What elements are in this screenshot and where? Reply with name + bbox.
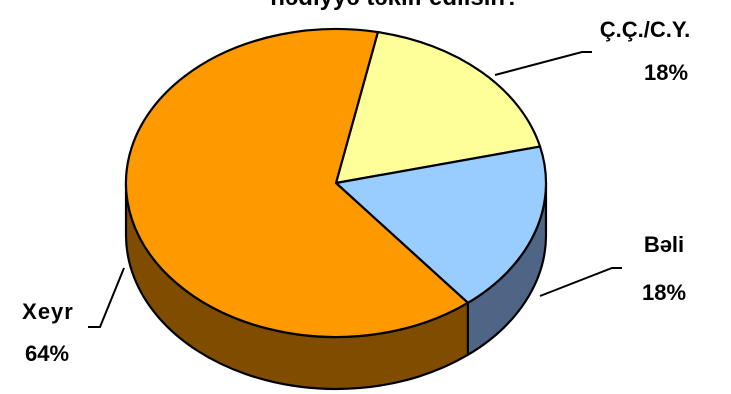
leader-cc-cy <box>494 51 592 76</box>
leader-xeyr <box>88 267 125 328</box>
leader-beli <box>539 267 622 297</box>
pie-top-slices <box>124 27 548 339</box>
slice-label-beli: Bəli <box>644 232 684 257</box>
slice-label-xeyr: Xeyr <box>22 299 74 324</box>
slice-label-cc-cy: Ç.Ç./C.Y. <box>600 17 690 42</box>
slice-value-beli: 18% <box>642 280 686 305</box>
slice-value-xeyr: 64% <box>25 341 69 366</box>
chart-title: hədiyyə təklif edilsin? <box>270 0 519 11</box>
leader-lines <box>88 51 622 328</box>
pie-slice-2 <box>124 27 469 339</box>
pie-slice-1 <box>334 145 548 304</box>
pie-slice-0 <box>334 30 542 185</box>
slice-value-cc-cy: 18% <box>644 60 688 85</box>
